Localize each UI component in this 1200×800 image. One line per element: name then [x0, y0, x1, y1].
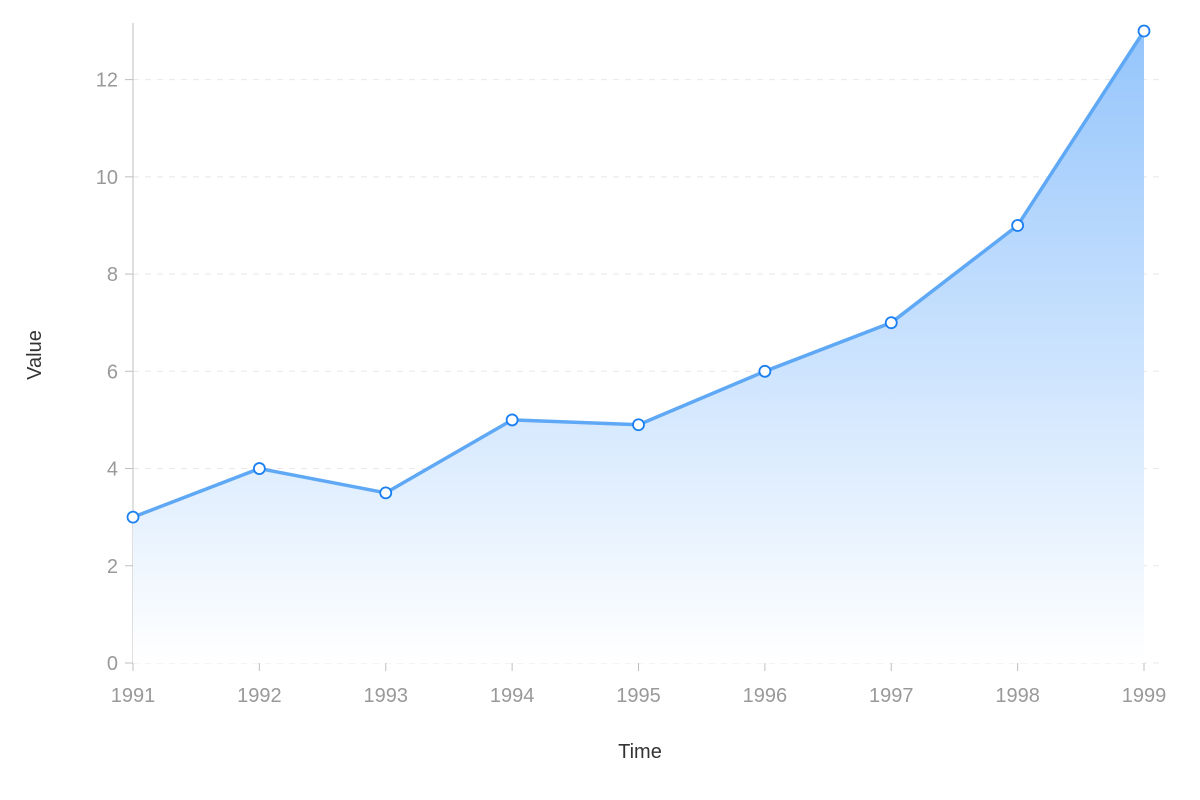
data-point-1997[interactable]	[884, 316, 898, 330]
x-tick-label-1995: 1995	[616, 685, 661, 707]
data-point-1996[interactable]	[758, 364, 772, 378]
x-tick-label-1997: 1997	[869, 685, 914, 707]
x-axis-title: Time	[618, 741, 662, 763]
x-tick-label-1996: 1996	[743, 685, 788, 707]
area-fill-layer	[133, 31, 1144, 663]
y-tick-label-4: 4	[107, 459, 118, 481]
x-tick-label-1994: 1994	[490, 685, 535, 707]
data-point-1999[interactable]	[1137, 24, 1151, 38]
data-point-1993[interactable]	[379, 486, 393, 500]
x-tick-label-1998: 1998	[995, 685, 1040, 707]
y-tick-label-6: 6	[107, 361, 118, 383]
x-tick-label-1991: 1991	[111, 685, 156, 707]
y-tick-label-12: 12	[96, 70, 118, 92]
x-tick-label-1999: 1999	[1122, 685, 1167, 707]
area-fill	[133, 31, 1144, 663]
y-tick-label-8: 8	[107, 264, 118, 286]
x-tick-label-1993: 1993	[364, 685, 409, 707]
data-point-1992[interactable]	[252, 462, 266, 475]
y-tick-label-2: 2	[107, 556, 118, 578]
y-tick-label-10: 10	[96, 167, 118, 189]
y-axis-title: Value	[24, 330, 46, 380]
y-tick-label-0: 0	[107, 653, 118, 675]
data-point-1995[interactable]	[632, 418, 645, 432]
data-point-1994[interactable]	[505, 413, 519, 427]
data-point-1998[interactable]	[1011, 219, 1025, 232]
data-point-1991[interactable]	[126, 510, 140, 524]
tick-labels: 0 2 4 6 8 10 12 1991 1992 1993 1994 1995 1996 1997 199…	[96, 70, 1167, 707]
x-tick-label-1992: 1992	[237, 685, 282, 707]
data-points	[126, 24, 1151, 524]
